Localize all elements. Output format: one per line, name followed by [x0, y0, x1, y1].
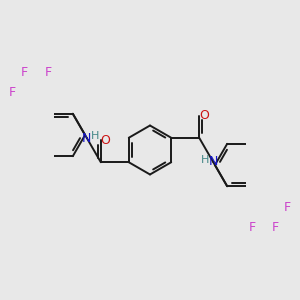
Text: F: F — [9, 86, 16, 99]
Text: N: N — [82, 131, 92, 145]
Text: F: F — [284, 201, 291, 214]
Text: H: H — [201, 155, 209, 165]
Text: F: F — [248, 221, 256, 234]
Text: F: F — [21, 66, 28, 79]
Text: N: N — [208, 155, 218, 168]
Text: H: H — [91, 131, 99, 141]
Text: O: O — [101, 134, 111, 147]
Text: F: F — [44, 66, 52, 79]
Text: F: F — [272, 221, 279, 234]
Text: O: O — [199, 110, 209, 122]
